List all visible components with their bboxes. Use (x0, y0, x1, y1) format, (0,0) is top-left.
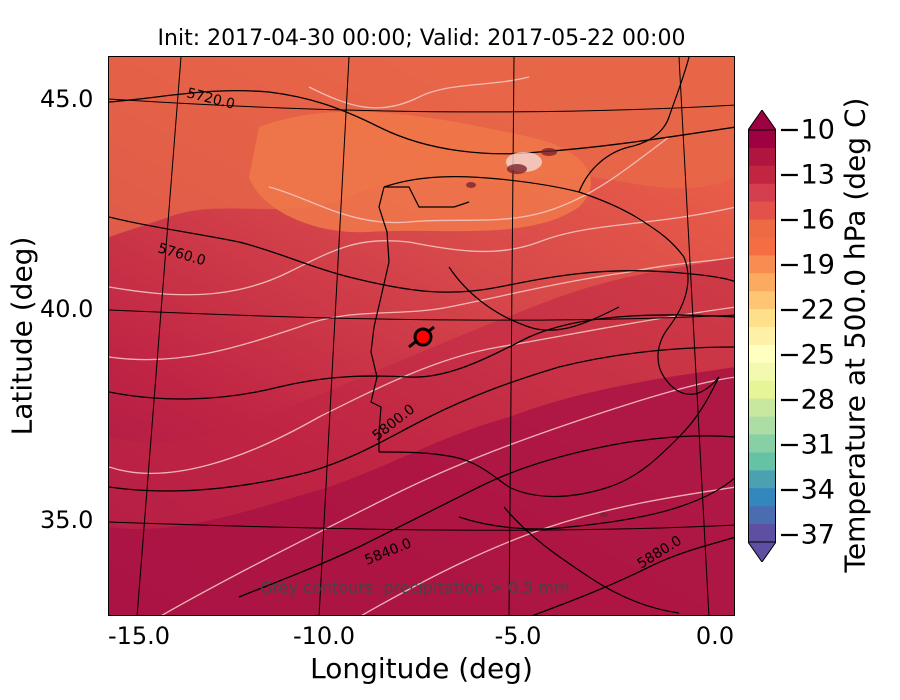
colorbar-tick-label: −16 (778, 204, 835, 236)
temperature-band-coldest (249, 111, 591, 233)
colorbar-swatch (748, 380, 776, 400)
colorbar (747, 109, 777, 563)
colorbar-swatch (748, 470, 776, 489)
colorbar-swatch (748, 524, 776, 543)
colorbar-tick-label: −25 (778, 339, 835, 371)
precipitation-note: Grey contours: precipitation > 0.5 mm (260, 578, 570, 597)
y-tick-label: 40.0 (40, 295, 94, 323)
colorbar-swatch (748, 416, 776, 436)
precipitation-areas (466, 148, 608, 518)
geopotential-contours (109, 90, 734, 615)
colorbar-swatch (748, 452, 776, 471)
colorbar-svg (747, 109, 777, 563)
colorbar-swatch (748, 327, 776, 346)
map-canvas: 5720.0 5760.0 5800.0 5840.0 5880.0 (109, 57, 734, 615)
colorbar-extend-min (747, 541, 777, 563)
y-tick-label: 45.0 (40, 85, 94, 113)
colorbar-swatch (748, 309, 776, 328)
x-axis-label: Longitude (deg) (310, 652, 533, 685)
location-marker (408, 325, 435, 349)
coastlines (370, 57, 734, 614)
colorbar-swatch (748, 237, 776, 256)
colorbar-swatch (748, 398, 776, 418)
x-tick-label: -10.0 (292, 622, 356, 650)
colorbar-swatch (748, 273, 776, 292)
colorbar-swatch (748, 344, 776, 364)
x-tick-label: -5.0 (494, 622, 542, 650)
colorbar-tick-label: −19 (778, 249, 835, 281)
colorbar-tick-label: −10 (778, 114, 835, 146)
colorbar-swatch (748, 434, 776, 453)
colorbar-swatch (748, 488, 776, 507)
colorbar-swatch (748, 201, 776, 221)
colorbar-swatch (748, 165, 776, 185)
colorbar-tick-label: −28 (778, 384, 835, 416)
colorbar-swatch (748, 183, 776, 203)
map-plot-area: 5720.0 5760.0 5800.0 5840.0 5880.0 (108, 56, 735, 616)
colorbar-swatch (748, 130, 776, 149)
colorbar-tick-label: −13 (778, 159, 835, 191)
temperature-isolines (109, 76, 734, 615)
y-axis-label: Latitude (deg) (5, 236, 39, 436)
colorbar-swatch (748, 291, 776, 310)
colorbar-swatch (748, 255, 776, 274)
colorbar-swatch (748, 147, 776, 167)
x-tick-label: -15.0 (107, 622, 171, 650)
colorbar-tick-label: −37 (778, 519, 835, 550)
chart-title: Init: 2017-04-30 00:00; Valid: 2017-05-2… (157, 26, 686, 51)
colorbar-swatch (748, 362, 776, 382)
colorbar-tick-label: −22 (778, 294, 835, 326)
temperature-band-warmest (109, 367, 734, 615)
colorbar-swatch (748, 506, 776, 525)
colorbar-extend-max (747, 109, 777, 131)
colorbar-tick-label: −31 (778, 429, 835, 461)
colorbar-label: Temperature at 500.0 hPa (deg C) (838, 97, 872, 573)
colorbar-tick-label: −34 (778, 474, 835, 506)
x-tick-label: 0.0 (695, 622, 735, 650)
y-tick-label: 35.0 (40, 506, 94, 534)
graticule (109, 57, 734, 615)
colorbar-swatch (748, 219, 776, 238)
